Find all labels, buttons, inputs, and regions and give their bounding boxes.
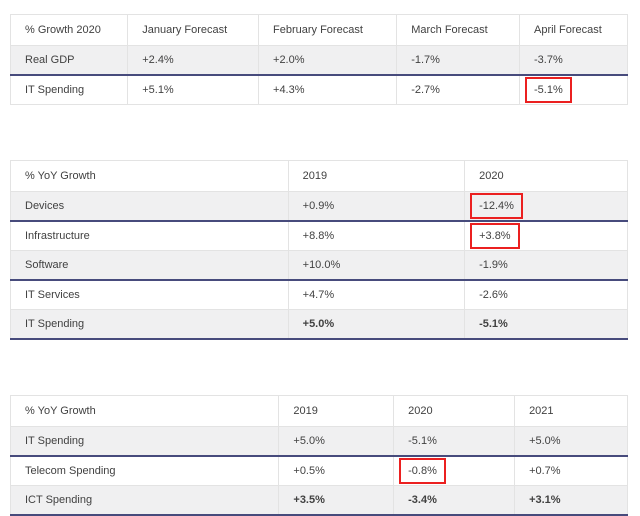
cell-value: +2.4% <box>127 45 260 76</box>
row-label: Real GDP <box>9 45 129 76</box>
cell-value: +0.7% <box>514 455 628 486</box>
it-segment-growth-table: % YoY Growth 2019 2020 Devices +0.9% -12… <box>10 160 628 340</box>
row-label: Devices <box>10 191 289 222</box>
cell-value: +5.0% <box>287 309 466 340</box>
cell-value: +3.1% <box>514 485 628 516</box>
cell-value: -5.1% <box>393 426 516 457</box>
cell-value: +8.8% <box>287 220 466 251</box>
row-label: IT Spending <box>9 74 129 105</box>
table-row: IT Spending +5.1% +4.3% -2.7% -5.1% <box>9 74 628 105</box>
cell-value: +0.5% <box>278 455 395 486</box>
table-row: Software +10.0% -1.9% <box>10 250 628 281</box>
cell-value: -3.7% <box>519 45 628 76</box>
cell-value: +4.3% <box>258 74 398 105</box>
table-row: Infrastructure +8.8% +3.8% <box>10 220 628 251</box>
column-header: 2019 <box>287 160 466 192</box>
highlight-box: +3.8% <box>470 223 520 249</box>
row-label: IT Spending <box>9 426 280 457</box>
column-header: % Growth 2020 <box>9 14 129 46</box>
column-header: 2019 <box>278 395 395 427</box>
cell-value: +5.0% <box>278 426 395 457</box>
header-row: % Growth 2020 January Forecast February … <box>9 14 628 46</box>
row-label: ICT Spending <box>9 485 280 516</box>
highlight-box: -0.8% <box>399 458 446 484</box>
cell-value: -2.6% <box>464 279 628 310</box>
table-row: Real GDP +2.4% +2.0% -1.7% -3.7% <box>9 45 628 76</box>
column-header: 2020 <box>464 160 628 192</box>
column-header: 2020 <box>393 395 516 427</box>
cell-value: +2.0% <box>258 45 398 76</box>
ict-spending-growth-table: % YoY Growth 2019 2020 2021 IT Spending … <box>9 395 628 516</box>
table-row: Devices +0.9% -12.4% <box>10 191 628 222</box>
monthly-forecast-table: % Growth 2020 January Forecast February … <box>9 14 628 105</box>
cell-value: +4.7% <box>287 279 466 310</box>
cell-value: -0.8% <box>393 455 516 486</box>
cell-value: +5.1% <box>127 74 260 105</box>
cell-value: +3.5% <box>278 485 395 516</box>
cell-value: +5.0% <box>514 426 628 457</box>
header-row: % YoY Growth 2019 2020 2021 <box>9 395 628 427</box>
cell-value: -5.1% <box>464 309 628 340</box>
column-header: April Forecast <box>519 14 628 46</box>
cell-value: -12.4% <box>464 191 628 222</box>
row-label: IT Spending <box>10 309 289 340</box>
row-label: Telecom Spending <box>9 455 280 486</box>
cell-value: +0.9% <box>287 191 466 222</box>
table-row: IT Spending +5.0% -5.1% <box>10 309 628 340</box>
row-label: Software <box>10 250 289 281</box>
column-header: March Forecast <box>396 14 520 46</box>
cell-value: -1.9% <box>464 250 628 281</box>
table-row: IT Spending +5.0% -5.1% +5.0% <box>9 426 628 457</box>
cell-value: -1.7% <box>396 45 520 76</box>
header-row: % YoY Growth 2019 2020 <box>10 160 628 192</box>
cell-value: -3.4% <box>393 485 516 516</box>
table-row: IT Services +4.7% -2.6% <box>10 279 628 310</box>
column-header: February Forecast <box>258 14 398 46</box>
table-row: Telecom Spending +0.5% -0.8% +0.7% <box>9 455 628 486</box>
column-header: % YoY Growth <box>10 160 289 192</box>
column-header: 2021 <box>514 395 628 427</box>
table-row: ICT Spending +3.5% -3.4% +3.1% <box>9 485 628 516</box>
cell-value: -2.7% <box>396 74 520 105</box>
column-header: January Forecast <box>127 14 260 46</box>
highlight-box: -5.1% <box>525 77 572 103</box>
cell-value: +3.8% <box>464 220 628 251</box>
row-label: IT Services <box>10 279 289 310</box>
row-label: Infrastructure <box>10 220 289 251</box>
cell-value: +10.0% <box>287 250 466 281</box>
highlight-box: -12.4% <box>470 193 523 219</box>
column-header: % YoY Growth <box>9 395 280 427</box>
cell-value: -5.1% <box>519 74 628 105</box>
